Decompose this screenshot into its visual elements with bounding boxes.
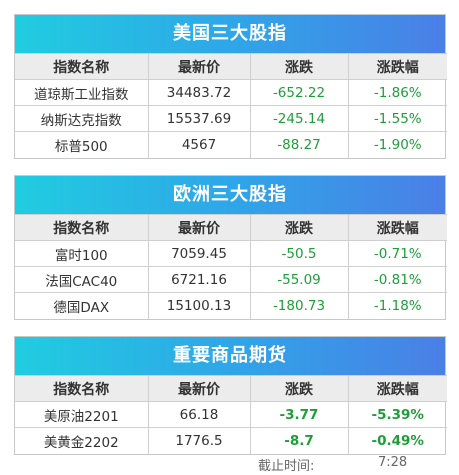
index-name: 法国CAC40	[15, 266, 149, 293]
latest-price: 6721.16	[147, 266, 251, 293]
index-name: 富时100	[15, 240, 149, 267]
col-header-name: 指数名称	[15, 214, 149, 241]
table-row: 德国DAX 15100.13 -180.73 -1.18%	[15, 292, 447, 319]
col-header-price: 最新价	[147, 375, 251, 402]
us-indices-title: 美国三大股指	[15, 15, 445, 53]
latest-price: 15537.69	[147, 105, 251, 132]
latest-price: 34483.72	[147, 79, 251, 106]
change-percent: -1.90%	[347, 131, 447, 158]
us-indices-table: 指数名称 最新价 涨跌 涨跌幅 道琼斯工业指数 34483.72 -652.22…	[15, 53, 447, 158]
col-header-change-pct: 涨跌幅	[347, 53, 447, 80]
table-row: 美黄金2202 1776.5 -8.7 -0.49%	[15, 427, 447, 454]
col-header-name: 指数名称	[15, 375, 149, 402]
index-name: 德国DAX	[15, 292, 149, 319]
table-row: 纳斯达克指数 15537.69 -245.14 -1.55%	[15, 105, 447, 132]
col-header-price: 最新价	[147, 53, 251, 80]
change-percent: -1.55%	[347, 105, 447, 132]
update-time-label: 截止时间:	[258, 459, 315, 474]
index-name: 纳斯达克指数	[15, 105, 149, 132]
change-value: -88.27	[249, 131, 349, 158]
change-value: -180.73	[249, 292, 349, 319]
change-value: -8.7	[249, 427, 349, 454]
change-value: -3.77	[249, 401, 349, 428]
col-header-change-pct: 涨跌幅	[347, 214, 447, 241]
commodity-name: 美黄金2202	[15, 427, 149, 454]
commodities-table: 指数名称 最新价 涨跌 涨跌幅 美原油2201 66.18 -3.77 -5.3…	[15, 375, 447, 454]
change-value: -245.14	[249, 105, 349, 132]
table-row: 美原油2201 66.18 -3.77 -5.39%	[15, 401, 447, 428]
change-value: -50.5	[249, 240, 349, 267]
table-header-row: 指数名称 最新价 涨跌 涨跌幅	[15, 53, 447, 80]
table-row: 法国CAC40 6721.16 -55.09 -0.81%	[15, 266, 447, 293]
commodities-panel: 重要商品期货 指数名称 最新价 涨跌 涨跌幅 美原油2201 66.18 -3.…	[14, 336, 447, 455]
change-value: -652.22	[249, 79, 349, 106]
change-percent: -1.18%	[347, 292, 447, 319]
change-percent: -0.49%	[347, 427, 447, 454]
col-header-change: 涨跌	[249, 214, 349, 241]
eu-indices-panel: 欧洲三大股指 指数名称 最新价 涨跌 涨跌幅 富时100 7059.45 -50…	[14, 175, 447, 320]
latest-price: 66.18	[147, 401, 251, 428]
latest-price: 1776.5	[147, 427, 251, 454]
update-time-footer: 截止时间: 7:28	[0, 455, 459, 474]
col-header-change: 涨跌	[249, 53, 349, 80]
commodity-name: 美原油2201	[15, 401, 149, 428]
col-header-name: 指数名称	[15, 53, 149, 80]
latest-price: 7059.45	[147, 240, 251, 267]
eu-indices-title: 欧洲三大股指	[15, 176, 445, 214]
change-percent: -0.81%	[347, 266, 447, 293]
index-name: 道琼斯工业指数	[15, 79, 149, 106]
change-percent: -1.86%	[347, 79, 447, 106]
col-header-change-pct: 涨跌幅	[347, 375, 447, 402]
us-indices-panel: 美国三大股指 指数名称 最新价 涨跌 涨跌幅 道琼斯工业指数 34483.72 …	[14, 14, 447, 159]
table-row: 标普500 4567 -88.27 -1.90%	[15, 131, 447, 158]
table-header-row: 指数名称 最新价 涨跌 涨跌幅	[15, 214, 447, 241]
change-percent: -5.39%	[347, 401, 447, 428]
commodities-title: 重要商品期货	[15, 337, 445, 375]
latest-price: 15100.13	[147, 292, 251, 319]
table-row: 道琼斯工业指数 34483.72 -652.22 -1.86%	[15, 79, 447, 106]
table-row: 富时100 7059.45 -50.5 -0.71%	[15, 240, 447, 267]
eu-indices-table: 指数名称 最新价 涨跌 涨跌幅 富时100 7059.45 -50.5 -0.7…	[15, 214, 447, 319]
col-header-change: 涨跌	[249, 375, 349, 402]
latest-price: 4567	[147, 131, 251, 158]
table-header-row: 指数名称 最新价 涨跌 涨跌幅	[15, 375, 447, 402]
change-percent: -0.71%	[347, 240, 447, 267]
col-header-price: 最新价	[147, 214, 251, 241]
index-name: 标普500	[15, 131, 149, 158]
change-value: -55.09	[249, 266, 349, 293]
update-time-value: 7:28	[378, 455, 408, 470]
